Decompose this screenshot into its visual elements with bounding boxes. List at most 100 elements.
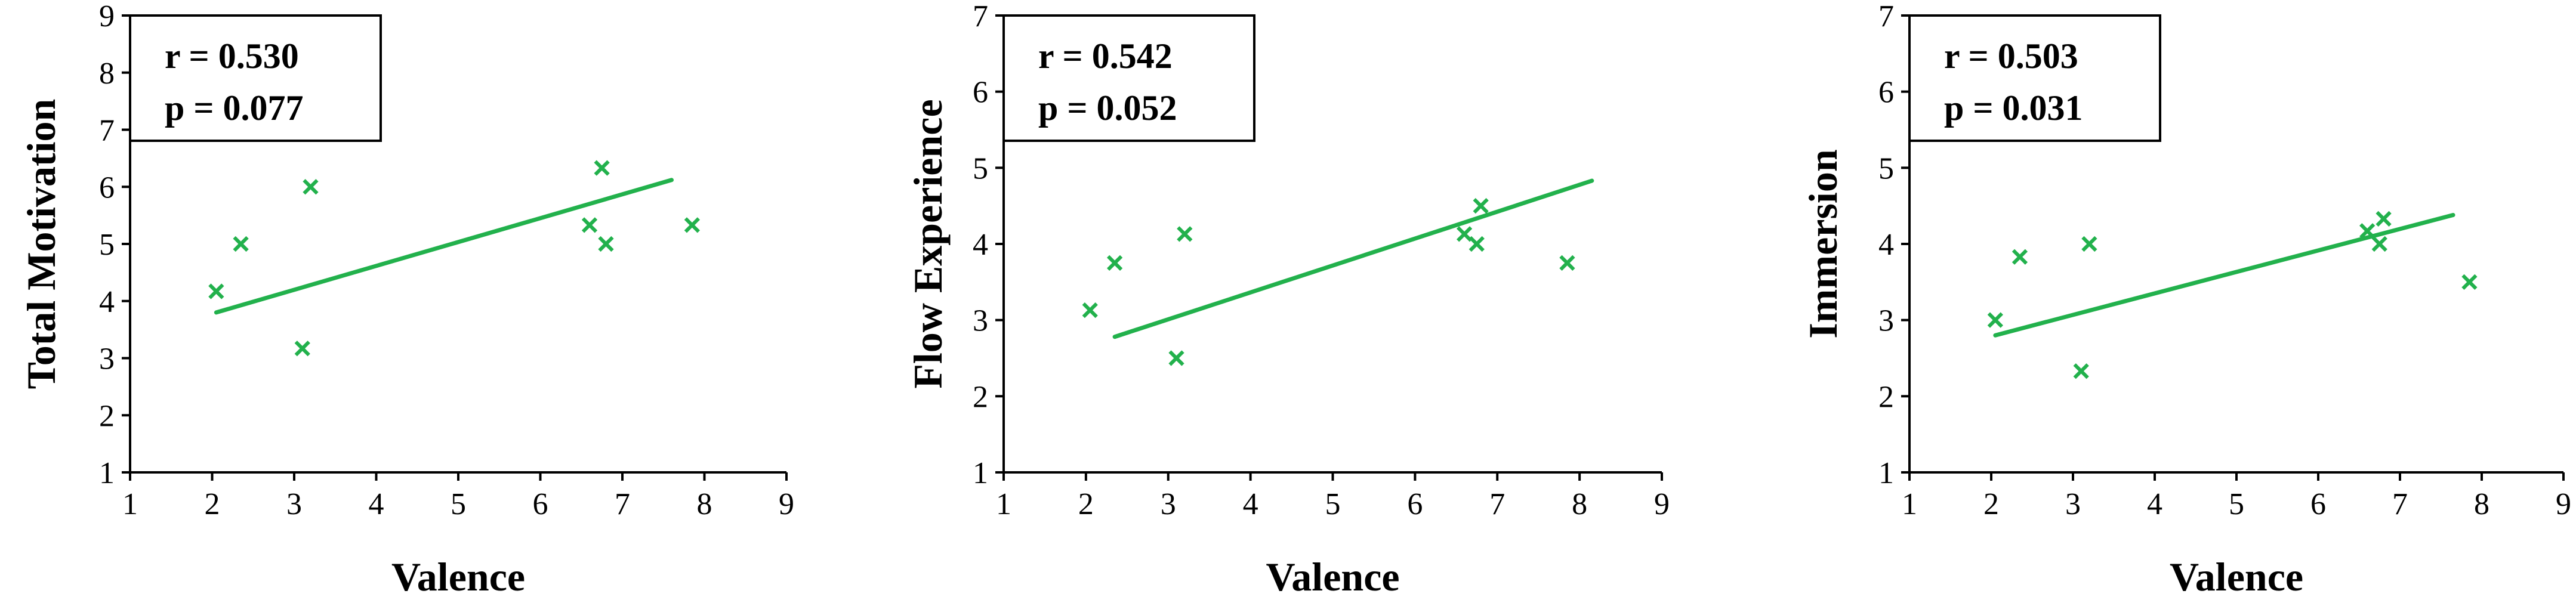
x-tick-label: 7 [1489, 487, 1505, 521]
chart-panel-1: 1 2 3 4 5 6 7 8 9 1 2 3 4 5 6 7 8 9 Valence Total Motivatio… [18, 0, 794, 599]
x-tick-label: 7 [615, 487, 630, 521]
x-tick-label: 1 [996, 487, 1011, 521]
data-point [594, 160, 610, 176]
stats-box [129, 14, 382, 142]
trend-line [1112, 178, 1594, 339]
data-point [2371, 236, 2387, 252]
data-point [1559, 255, 1575, 271]
y-tick-label: 3 [99, 342, 115, 376]
x-tick-label: 1 [1902, 487, 1917, 521]
x-tick-label: 2 [1983, 487, 1999, 521]
data-point [1107, 255, 1123, 271]
data-point [1456, 226, 1473, 242]
data-point [233, 236, 249, 252]
data-point [1473, 198, 1489, 214]
data-point-stroke [594, 160, 610, 176]
x-tick-label: 2 [1078, 487, 1094, 521]
data-point-stroke [1168, 350, 1184, 366]
data-point [2073, 363, 2089, 379]
data-point-stroke [684, 217, 700, 233]
x-tick-label: 3 [1161, 487, 1176, 521]
stat-p-value: p = 0.052 [1038, 88, 1177, 128]
y-axis-title: Immersion [1800, 149, 1846, 338]
data-point-stroke [294, 341, 310, 357]
data-point-stroke [598, 236, 614, 252]
data-point-stroke [2376, 211, 2392, 227]
data-point [1469, 236, 1485, 252]
data-point-stroke [303, 179, 319, 195]
data-point-stroke [1107, 255, 1123, 271]
data-point-stroke [1469, 236, 1485, 252]
chart-panel-2: 1 2 3 4 5 6 7 8 9 1 2 3 4 5 6 7 Valence Flow Experience r … [905, 0, 1670, 599]
y-tick-label: 2 [99, 399, 115, 433]
stat-r-value: r = 0.530 [165, 36, 299, 76]
x-tick-label: 5 [451, 487, 466, 521]
y-tick-label: 6 [973, 76, 988, 110]
data-point-stroke [2081, 236, 2097, 252]
data-point-stroke [1987, 312, 2003, 328]
trend-line [1993, 212, 2455, 338]
data-point-stroke [1082, 302, 1098, 318]
chart-panel-3: 1 2 3 4 5 6 7 8 9 1 2 3 4 5 6 7 Valence Immersion r = 0.50… [1800, 0, 2571, 599]
data-point [1177, 226, 1193, 242]
x-tick-label: 5 [2229, 487, 2244, 521]
x-tick-label: 2 [205, 487, 220, 521]
data-point-stroke [1473, 198, 1489, 214]
x-tick-label: 3 [2065, 487, 2081, 521]
x-tick-label: 5 [1325, 487, 1341, 521]
x-tick-label: 6 [533, 487, 548, 521]
data-point-stroke [2371, 236, 2387, 252]
x-axis-title: Valence [391, 554, 525, 599]
data-point [2081, 236, 2097, 252]
y-tick-label: 4 [99, 285, 115, 319]
stat-r-value: r = 0.503 [1944, 36, 2078, 76]
y-tick-label: 7 [973, 0, 988, 33]
x-tick-label: 4 [1243, 487, 1258, 521]
data-point [581, 217, 598, 233]
data-point-stroke [233, 236, 249, 252]
x-tick-label: 4 [2147, 487, 2162, 521]
y-axis-title: Total Motivation [18, 99, 64, 389]
y-tick-label: 2 [973, 380, 988, 414]
x-tick-label: 9 [779, 487, 794, 521]
data-point [684, 217, 700, 233]
data-point-stroke [1177, 226, 1193, 242]
x-tick-label: 6 [2310, 487, 2326, 521]
data-point-stroke [581, 217, 598, 233]
stats-box [1002, 14, 1255, 142]
y-tick-label: 7 [1878, 0, 1894, 33]
y-tick-label: 4 [973, 228, 988, 262]
x-axis-title: Valence [1266, 554, 1399, 599]
stat-p-value: p = 0.031 [1944, 88, 2083, 128]
stat-r-value: r = 0.542 [1038, 36, 1173, 76]
y-tick-label: 6 [99, 171, 115, 205]
y-tick-label: 1 [99, 456, 115, 490]
y-tick-label: 2 [1878, 380, 1894, 414]
x-tick-label: 8 [697, 487, 712, 521]
data-point-stroke [1456, 226, 1473, 242]
data-point [1168, 350, 1184, 366]
data-point [303, 179, 319, 195]
data-point [294, 341, 310, 357]
x-axis-title: Valence [2170, 554, 2303, 599]
y-tick-label: 5 [99, 228, 115, 262]
data-point-stroke [208, 283, 224, 299]
data-point [2359, 223, 2376, 239]
stats-box [1908, 14, 2161, 142]
y-tick-label: 1 [1878, 456, 1894, 490]
data-point-stroke [2012, 249, 2028, 265]
y-tick-label: 3 [973, 304, 988, 338]
data-point [2012, 249, 2028, 265]
data-point-stroke [1559, 255, 1575, 271]
x-tick-label: 9 [1654, 487, 1670, 521]
y-tick-label: 5 [973, 151, 988, 185]
y-tick-label: 8 [99, 57, 115, 91]
data-point-stroke [2461, 274, 2478, 290]
y-tick-label: 7 [99, 114, 115, 148]
stat-p-value: p = 0.077 [165, 88, 304, 128]
x-tick-label: 7 [2392, 487, 2408, 521]
data-point [1082, 302, 1098, 318]
x-tick-label: 6 [1407, 487, 1423, 521]
data-point-stroke [2073, 363, 2089, 379]
